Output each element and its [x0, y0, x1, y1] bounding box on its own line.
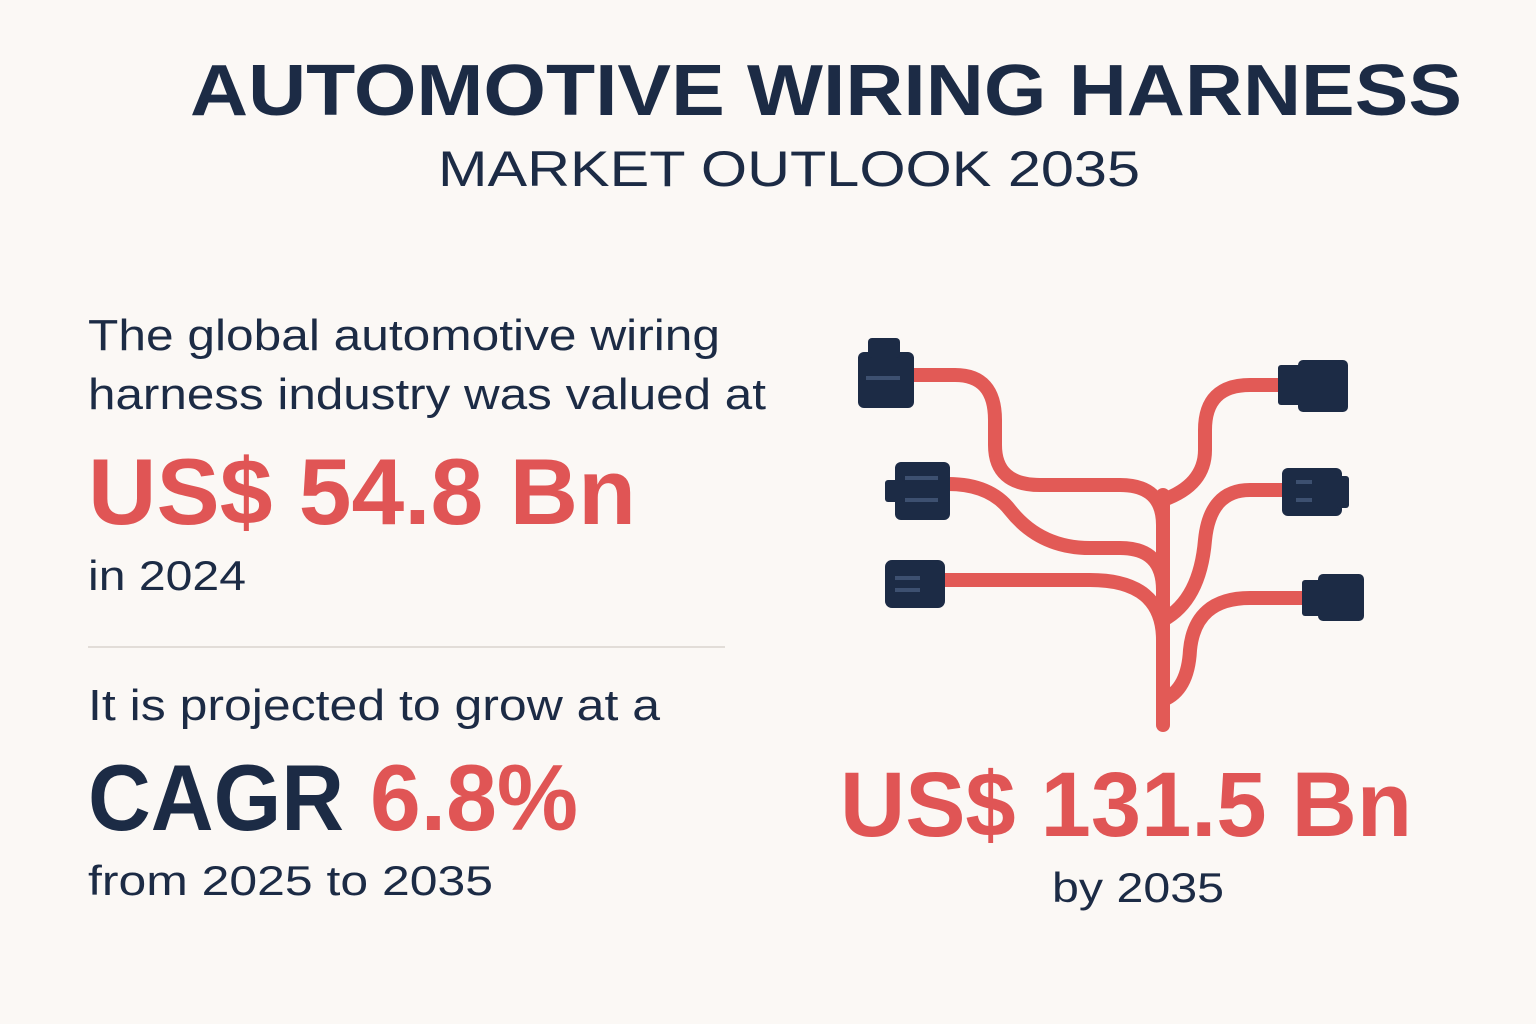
connector: [885, 480, 905, 502]
harness-illustration: [858, 338, 1364, 732]
forecast-year: by 2035: [1052, 864, 1224, 911]
cagr-rate: 6.8%: [370, 745, 578, 850]
connector: [1318, 574, 1364, 621]
connector: [1282, 468, 1342, 516]
connector: [1278, 365, 1302, 405]
growth-period: from 2025 to 2035: [88, 857, 493, 904]
wire: [1156, 591, 1312, 707]
connector: [1335, 476, 1349, 508]
forecast-value: US$ 131.5 Bn: [840, 754, 1412, 856]
current-value: US$ 54.8 Bn: [88, 439, 636, 544]
connector: [868, 338, 900, 358]
growth-intro: It is projected to grow at a: [88, 681, 661, 730]
wire: [903, 368, 1170, 532]
wire: [1156, 483, 1289, 627]
current-year: in 2024: [88, 552, 246, 599]
connector: [885, 560, 945, 608]
cagr-label: CAGR: [88, 745, 344, 850]
wire: [1156, 378, 1287, 507]
connector: [1298, 360, 1348, 412]
title: AUTOMOTIVE WIRING HARNESS: [190, 51, 1462, 131]
intro-line: harness industry was valued at: [88, 370, 766, 419]
wire: [941, 477, 1170, 597]
intro-line: The global automotive wiring: [88, 311, 720, 360]
subtitle: MARKET OUTLOOK 2035: [438, 141, 1140, 197]
